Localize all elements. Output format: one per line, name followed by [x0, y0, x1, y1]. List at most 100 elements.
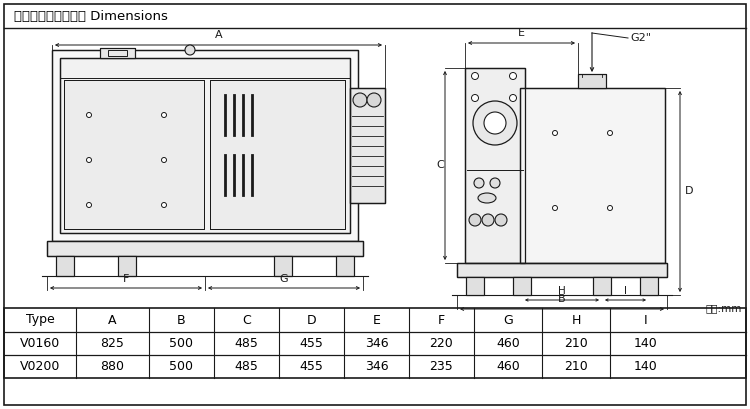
Bar [520, 88, 665, 263]
Bar [64, 80, 204, 229]
Text: E: E [373, 314, 380, 326]
Circle shape [469, 214, 481, 226]
Bar [578, 74, 606, 88]
Circle shape [185, 45, 195, 55]
Text: 346: 346 [364, 360, 388, 373]
Bar [466, 277, 484, 295]
Bar [457, 263, 667, 277]
Text: H: H [572, 314, 580, 326]
Text: 140: 140 [634, 360, 657, 373]
Text: 880: 880 [100, 360, 124, 373]
Text: G2": G2" [630, 33, 651, 43]
Text: A: A [214, 30, 222, 40]
Circle shape [367, 93, 381, 107]
Bar [593, 277, 611, 295]
Text: B: B [558, 294, 566, 304]
Circle shape [86, 202, 92, 207]
Bar [513, 277, 531, 295]
Text: 455: 455 [299, 360, 323, 373]
Text: V0160: V0160 [20, 337, 60, 350]
Circle shape [509, 94, 517, 101]
Text: 500: 500 [170, 337, 194, 350]
Text: C: C [436, 160, 444, 171]
Bar [60, 58, 350, 233]
Bar [336, 256, 354, 276]
Bar [108, 50, 127, 56]
Text: 单位:mm: 单位:mm [706, 303, 742, 313]
Circle shape [482, 214, 494, 226]
Text: B: B [177, 314, 186, 326]
Bar [210, 80, 345, 229]
Bar [336, 256, 354, 276]
Text: 235: 235 [430, 360, 453, 373]
Text: E: E [518, 28, 525, 38]
Bar [457, 263, 667, 277]
Bar [47, 241, 363, 256]
Bar [274, 256, 292, 276]
Bar [350, 88, 385, 203]
Text: 346: 346 [364, 337, 388, 350]
Text: F: F [438, 314, 445, 326]
Text: 220: 220 [430, 337, 453, 350]
Circle shape [484, 112, 506, 134]
Text: D: D [685, 187, 694, 196]
Text: 460: 460 [496, 360, 520, 373]
Bar [520, 88, 665, 263]
Bar [593, 277, 611, 295]
Bar [274, 256, 292, 276]
Text: 485: 485 [235, 337, 259, 350]
Circle shape [608, 130, 613, 135]
Circle shape [161, 112, 166, 117]
Bar [210, 80, 345, 229]
Bar [513, 277, 531, 295]
Circle shape [474, 178, 484, 188]
Bar [640, 277, 658, 295]
Bar [56, 256, 74, 276]
Text: 210: 210 [564, 337, 588, 350]
Circle shape [490, 178, 500, 188]
Bar [60, 58, 350, 233]
Text: A: A [108, 314, 117, 326]
Bar [640, 277, 658, 295]
Circle shape [608, 205, 613, 211]
Circle shape [86, 157, 92, 162]
Text: V0200: V0200 [20, 360, 60, 373]
Circle shape [472, 72, 478, 79]
Circle shape [553, 130, 557, 135]
Text: 140: 140 [634, 337, 657, 350]
Circle shape [509, 72, 517, 79]
Text: C: C [242, 314, 250, 326]
Text: D: D [307, 314, 316, 326]
Circle shape [86, 112, 92, 117]
Bar [578, 74, 606, 88]
Text: 460: 460 [496, 337, 520, 350]
Text: 500: 500 [170, 360, 194, 373]
Bar [466, 277, 484, 295]
Text: G: G [280, 274, 288, 284]
Text: 210: 210 [564, 360, 588, 373]
Circle shape [553, 205, 557, 211]
Text: I: I [624, 286, 627, 296]
Bar [52, 50, 358, 241]
Circle shape [161, 157, 166, 162]
Text: H: H [558, 286, 566, 296]
Bar [465, 68, 525, 263]
Bar [47, 241, 363, 256]
Bar [118, 256, 136, 276]
Bar [118, 256, 136, 276]
Bar [100, 48, 135, 58]
Circle shape [472, 94, 478, 101]
Circle shape [473, 101, 517, 145]
Bar [56, 256, 74, 276]
Bar [465, 68, 525, 263]
Text: I: I [644, 314, 647, 326]
Bar [64, 80, 204, 229]
Text: G: G [503, 314, 513, 326]
Text: F: F [123, 274, 129, 284]
Bar [350, 88, 385, 203]
Bar [4, 308, 746, 378]
Text: 455: 455 [299, 337, 323, 350]
Circle shape [161, 202, 166, 207]
Text: 外型尺寸及安装尺寸 Dimensions: 外型尺寸及安装尺寸 Dimensions [14, 9, 168, 22]
Text: 485: 485 [235, 360, 259, 373]
